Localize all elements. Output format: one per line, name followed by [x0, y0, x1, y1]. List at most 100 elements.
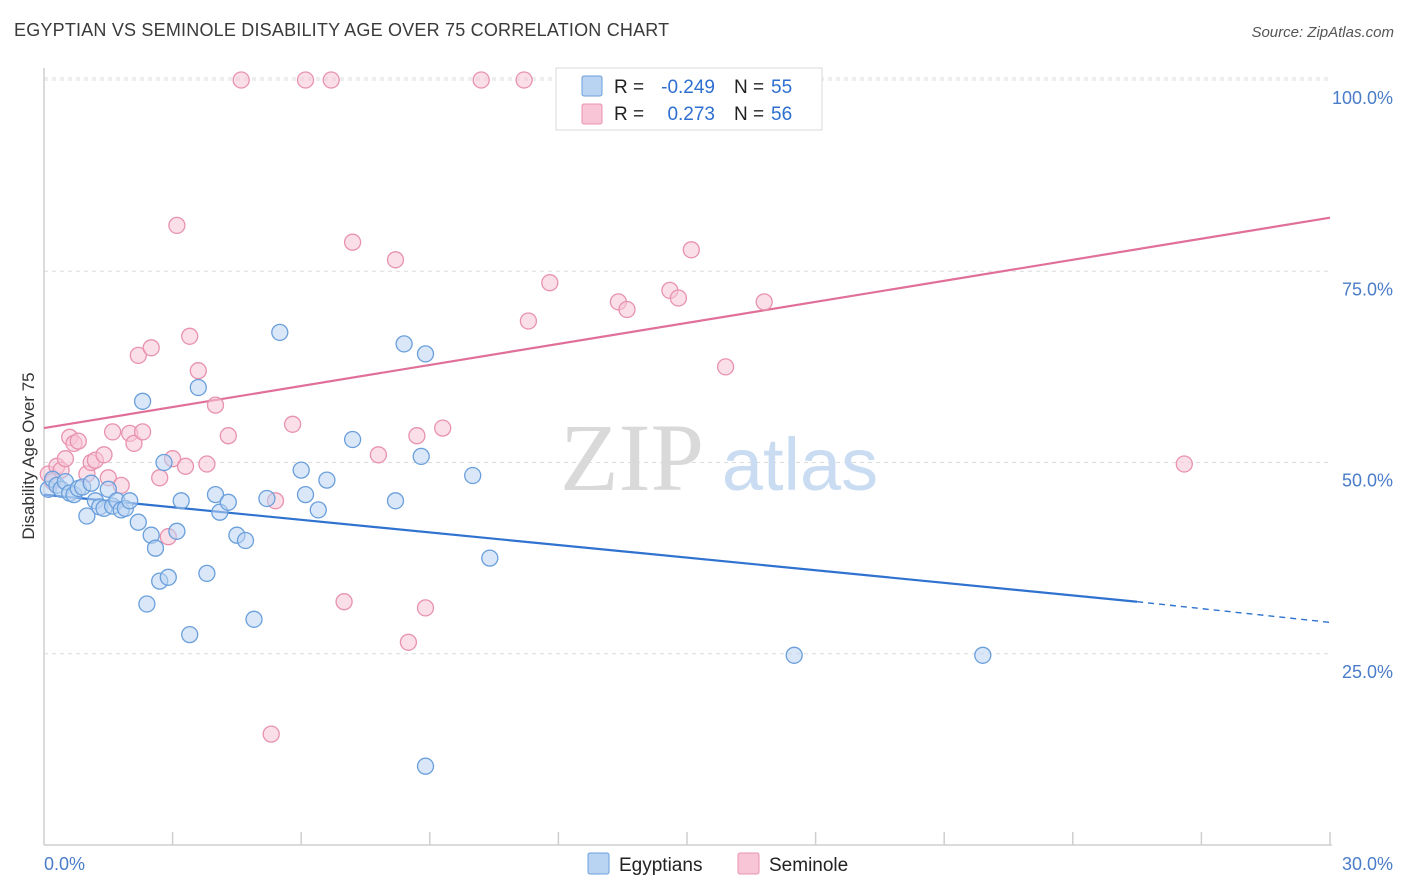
point-egyptians — [121, 492, 139, 510]
point-egyptians — [159, 568, 177, 586]
point-egyptians — [82, 474, 100, 492]
grid — [44, 77, 1332, 655]
point-egyptians — [343, 430, 362, 449]
series-label-egyptians: Egyptians — [619, 855, 702, 876]
point-seminole — [219, 427, 237, 445]
point-seminole — [408, 427, 426, 445]
series-label-seminole: Seminole — [769, 855, 848, 876]
point-seminole — [669, 289, 688, 307]
point-egyptians — [974, 646, 992, 664]
point-seminole — [434, 419, 452, 437]
point-seminole — [189, 362, 207, 380]
point-egyptians — [219, 493, 237, 511]
point-seminole — [386, 251, 405, 269]
series-legend: Egyptians Seminole — [587, 852, 848, 876]
point-seminole — [133, 423, 152, 441]
point-egyptians — [464, 466, 482, 485]
point-egyptians — [172, 492, 190, 510]
point-seminole — [716, 358, 735, 376]
point-seminole — [618, 300, 636, 319]
point-egyptians — [206, 485, 225, 504]
source-label: Source: ZipAtlas.com — [1251, 24, 1394, 41]
point-egyptians — [481, 549, 499, 567]
point-egyptians — [292, 461, 310, 479]
point-seminole — [322, 71, 340, 89]
point-seminole — [283, 415, 302, 433]
legend-swatch-seminole — [581, 103, 603, 125]
legend-n-value-seminole: 56 — [771, 104, 792, 125]
x-tick-label-max: 30.0% — [1342, 854, 1393, 874]
watermark-atlas: atlas — [722, 423, 878, 506]
point-seminole — [95, 446, 113, 464]
point-egyptians — [181, 625, 199, 644]
data-points — [39, 71, 1193, 775]
watermark-zip: ZIP — [560, 404, 704, 511]
point-egyptians — [386, 492, 405, 510]
point-egyptians — [271, 323, 289, 342]
legend-r-value-seminole: 0.273 — [667, 104, 715, 125]
point-seminole — [519, 312, 538, 330]
point-egyptians — [309, 501, 327, 519]
point-seminole — [472, 71, 490, 89]
point-seminole — [206, 396, 225, 414]
point-seminole — [335, 593, 353, 611]
point-seminole — [416, 599, 435, 617]
point-seminole — [125, 434, 143, 453]
x-tick-label-min: 0.0% — [44, 854, 85, 874]
point-egyptians — [99, 480, 117, 498]
legend-r-label: R = — [614, 104, 644, 125]
point-seminole — [176, 457, 195, 475]
y-tick-label-50: 50.0% — [1342, 471, 1393, 491]
y-tick-label-100: 100.0% — [1332, 88, 1393, 108]
point-egyptians — [412, 447, 430, 466]
point-seminole — [369, 446, 388, 464]
point-egyptians — [416, 757, 435, 775]
point-egyptians — [245, 610, 263, 628]
legend-r-value-egyptians: -0.249 — [661, 77, 715, 98]
series-swatch-egyptians — [587, 852, 610, 875]
point-seminole — [296, 71, 315, 89]
correlation-legend: R = -0.249 N = 55 R = 0.273 N = 56 — [555, 67, 823, 131]
point-egyptians — [258, 489, 276, 508]
point-egyptians — [78, 507, 96, 525]
y-tick-label-75: 75.0% — [1342, 279, 1393, 299]
point-egyptians — [318, 471, 336, 489]
point-egyptians — [785, 646, 803, 664]
point-egyptians — [146, 539, 165, 557]
point-egyptians — [236, 531, 255, 550]
trend-line-egyptians-extension — [1137, 601, 1331, 624]
point-egyptians — [416, 345, 435, 363]
point-seminole — [181, 327, 199, 345]
point-egyptians — [129, 513, 147, 531]
point-egyptians — [189, 378, 207, 397]
series-swatch-seminole — [737, 852, 760, 875]
point-seminole — [103, 423, 122, 441]
point-seminole — [1175, 455, 1193, 473]
point-seminole — [168, 216, 186, 235]
point-seminole — [56, 450, 75, 468]
point-seminole — [682, 241, 700, 259]
point-seminole — [541, 274, 559, 292]
y-axis-title: Disability Age Over 75 — [19, 372, 38, 539]
point-egyptians — [395, 335, 413, 353]
point-egyptians — [168, 522, 186, 540]
point-seminole — [198, 455, 216, 473]
point-seminole — [262, 725, 280, 743]
x-ticks — [171, 832, 1331, 845]
point-egyptians — [296, 485, 315, 504]
legend-n-label: N = — [734, 104, 764, 125]
point-seminole — [515, 71, 533, 89]
point-egyptians — [133, 392, 152, 410]
legend-swatch-egyptians — [581, 75, 603, 97]
point-seminole — [129, 346, 147, 365]
point-egyptians — [198, 564, 216, 583]
y-tick-label-25: 25.0% — [1342, 662, 1393, 682]
y-tick-labels: 25.0% 50.0% 75.0% 100.0% — [1332, 88, 1393, 682]
point-seminole — [399, 633, 418, 651]
point-seminole — [232, 71, 250, 89]
legend-n-label: N = — [734, 77, 764, 98]
point-seminole — [343, 233, 362, 251]
legend-r-label: R = — [614, 77, 644, 98]
point-seminole — [151, 469, 169, 487]
